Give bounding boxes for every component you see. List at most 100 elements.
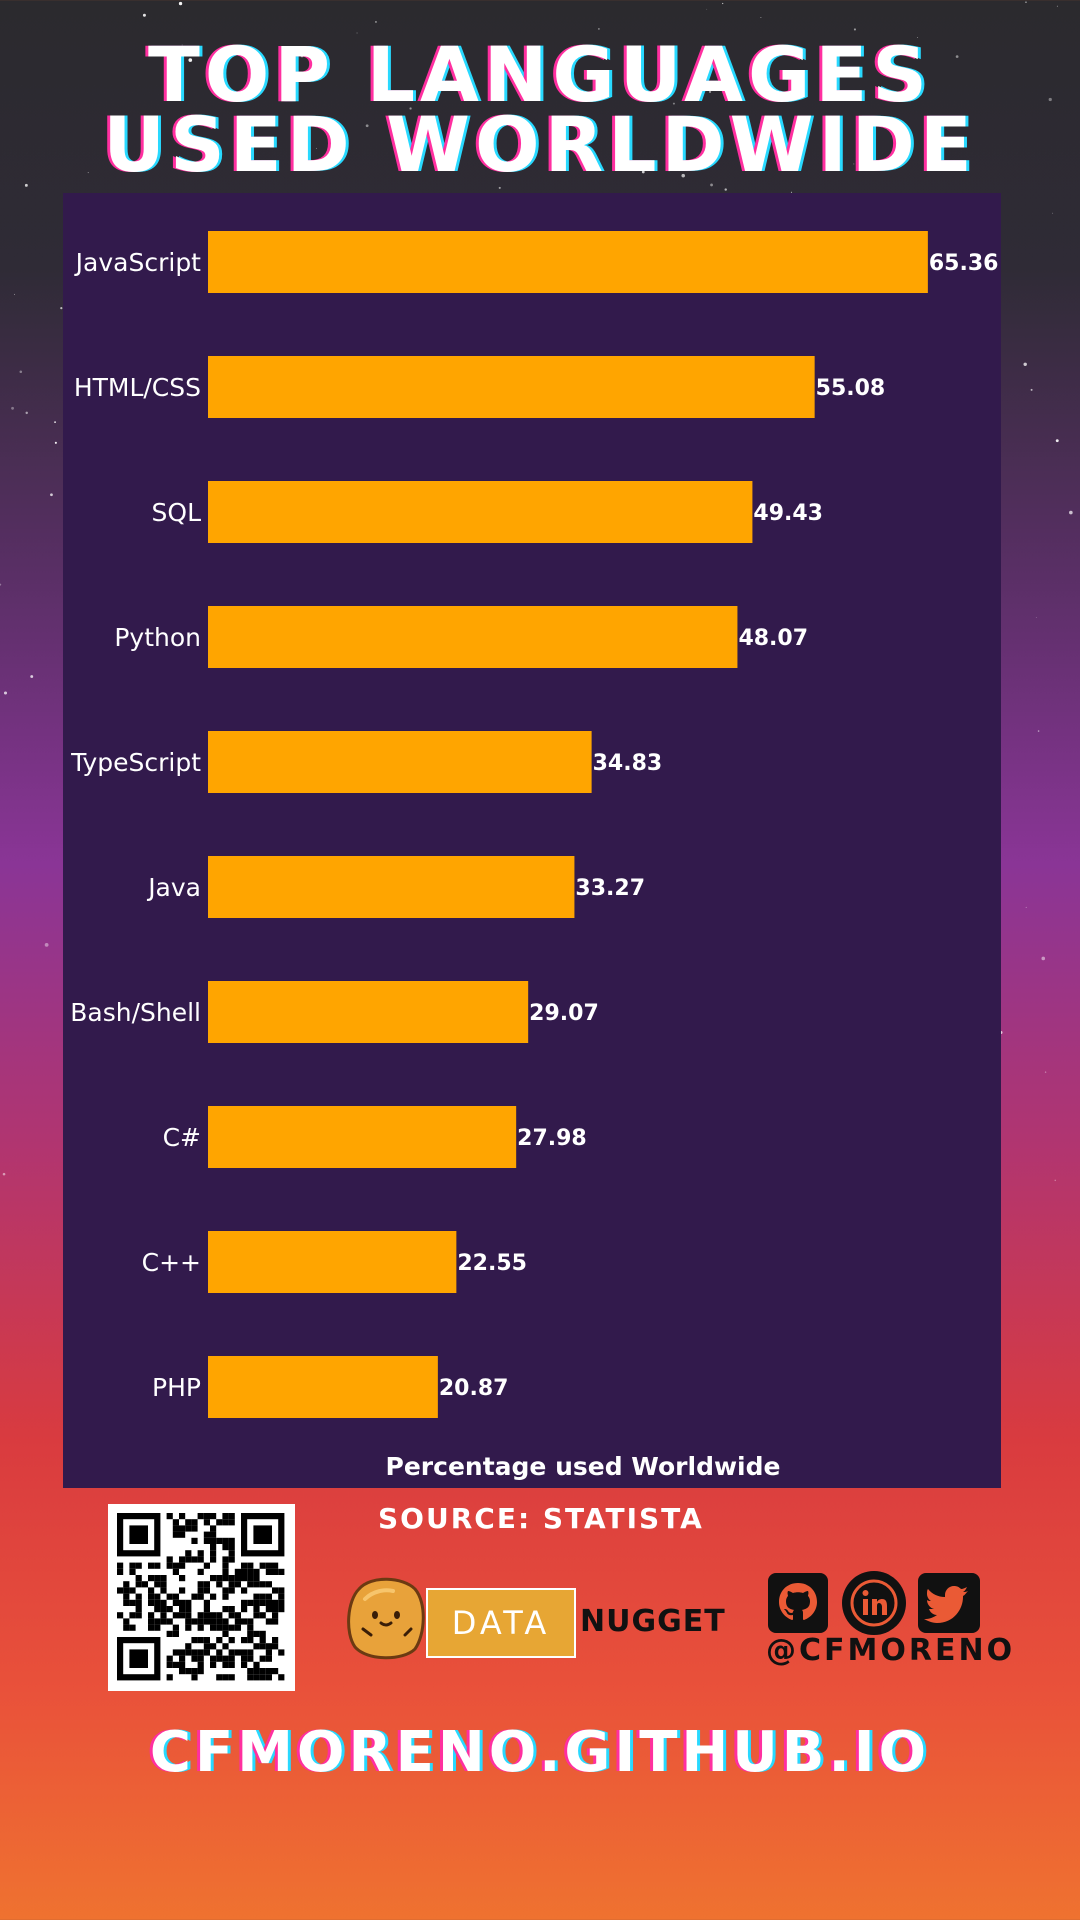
star bbox=[672, 102, 675, 105]
category-label: PHP bbox=[152, 1373, 201, 1402]
star bbox=[2, 1172, 6, 1176]
category-label: SQL bbox=[152, 498, 202, 527]
star bbox=[30, 675, 34, 678]
star bbox=[60, 307, 63, 310]
star bbox=[955, 55, 959, 58]
data-label: 48.07 bbox=[738, 626, 808, 651]
github-icon[interactable] bbox=[768, 1573, 828, 1633]
data-label: 65.36 bbox=[929, 251, 999, 276]
brand-nugget-word: NUGGET bbox=[580, 1604, 726, 1639]
title-line-2: USED WORLDWIDE bbox=[103, 100, 977, 189]
star bbox=[142, 13, 146, 17]
star bbox=[14, 293, 16, 295]
star bbox=[722, 2, 724, 5]
footer-url[interactable]: CFMORENO.GITHUB.IO bbox=[149, 1720, 931, 1785]
data-label: 49.43 bbox=[753, 501, 823, 526]
star bbox=[3, 691, 8, 695]
data-label: 55.08 bbox=[816, 376, 886, 401]
star bbox=[1041, 956, 1046, 961]
category-label: TypeScript bbox=[70, 748, 201, 777]
title-line-1: TOP LANGUAGES bbox=[147, 30, 933, 119]
star bbox=[706, 8, 708, 10]
star bbox=[50, 493, 53, 497]
brand-data-box: DATA bbox=[426, 1588, 576, 1658]
bar-4 bbox=[208, 731, 592, 793]
star bbox=[1025, 906, 1027, 908]
twitter-icon[interactable] bbox=[918, 1573, 980, 1633]
star bbox=[178, 1, 183, 6]
star bbox=[1037, 730, 1040, 732]
star bbox=[181, 44, 183, 46]
star bbox=[365, 124, 369, 128]
data-label: 29.07 bbox=[529, 1001, 599, 1026]
star bbox=[1025, 1, 1027, 4]
star bbox=[375, 21, 377, 23]
star bbox=[641, 170, 645, 174]
star bbox=[532, 61, 535, 64]
star bbox=[853, 28, 856, 31]
star bbox=[25, 411, 28, 415]
social-handle[interactable]: @CFMORENO bbox=[766, 1633, 1016, 1668]
data-label: 22.55 bbox=[457, 1251, 527, 1276]
star bbox=[54, 441, 57, 444]
star bbox=[1030, 388, 1033, 391]
star bbox=[710, 183, 713, 187]
star bbox=[1054, 1179, 1056, 1182]
category-label: C# bbox=[163, 1123, 201, 1152]
star bbox=[760, 17, 762, 19]
star bbox=[598, 28, 600, 30]
star bbox=[451, 136, 454, 140]
star bbox=[790, 191, 792, 193]
data-label: 33.27 bbox=[575, 876, 645, 901]
star bbox=[44, 943, 49, 947]
star bbox=[1023, 362, 1027, 367]
star bbox=[917, 37, 918, 38]
star bbox=[1052, 212, 1054, 214]
bar-7 bbox=[208, 1106, 517, 1168]
star bbox=[463, 80, 465, 82]
star bbox=[11, 406, 14, 410]
star bbox=[1035, 616, 1037, 618]
star bbox=[668, 170, 670, 172]
bar-6 bbox=[208, 981, 529, 1043]
source-label: SOURCE: STATISTA bbox=[378, 1502, 704, 1535]
bar-1 bbox=[208, 356, 815, 418]
data-label: 34.83 bbox=[593, 751, 663, 776]
page-title: TOP LANGUAGES USED WORLDWIDE bbox=[0, 30, 1080, 189]
bar-0 bbox=[208, 231, 928, 293]
star bbox=[409, 107, 412, 110]
star bbox=[668, 118, 670, 120]
x-axis-label: Percentage used Worldwide bbox=[385, 1452, 781, 1481]
bar-8 bbox=[208, 1231, 457, 1293]
star bbox=[315, 147, 317, 149]
chart-panel: JavaScript 65.36 HTML/CSS 55.08 SQL 49.43 Pyth… bbox=[63, 193, 1001, 1488]
star bbox=[300, 54, 304, 58]
star bbox=[498, 186, 501, 189]
star bbox=[1069, 510, 1073, 515]
star bbox=[356, 32, 358, 34]
nugget-mascot-icon bbox=[347, 1577, 425, 1660]
linkedin-icon[interactable] bbox=[842, 1571, 906, 1635]
category-label: JavaScript bbox=[74, 248, 202, 277]
star bbox=[1055, 439, 1059, 443]
star bbox=[708, 90, 712, 93]
qr-code-icon[interactable] bbox=[108, 1504, 295, 1691]
bar-chart: JavaScript 65.36 HTML/CSS 55.08 SQL 49.43 Pyth… bbox=[70, 231, 999, 1418]
star bbox=[87, 172, 89, 174]
star bbox=[19, 370, 23, 374]
bar-3 bbox=[208, 606, 738, 668]
data-label: 20.87 bbox=[439, 1376, 509, 1401]
star bbox=[681, 173, 685, 178]
star bbox=[853, 163, 855, 165]
star bbox=[1044, 1071, 1047, 1073]
star bbox=[188, 58, 193, 62]
category-label: HTML/CSS bbox=[74, 373, 201, 402]
bar-9 bbox=[208, 1356, 438, 1418]
star bbox=[724, 188, 727, 191]
category-label: C++ bbox=[142, 1248, 201, 1277]
category-label: Java bbox=[146, 873, 201, 902]
bar-2 bbox=[208, 481, 753, 543]
bar-5 bbox=[208, 856, 575, 918]
star bbox=[473, 88, 478, 93]
star bbox=[1056, 5, 1058, 7]
